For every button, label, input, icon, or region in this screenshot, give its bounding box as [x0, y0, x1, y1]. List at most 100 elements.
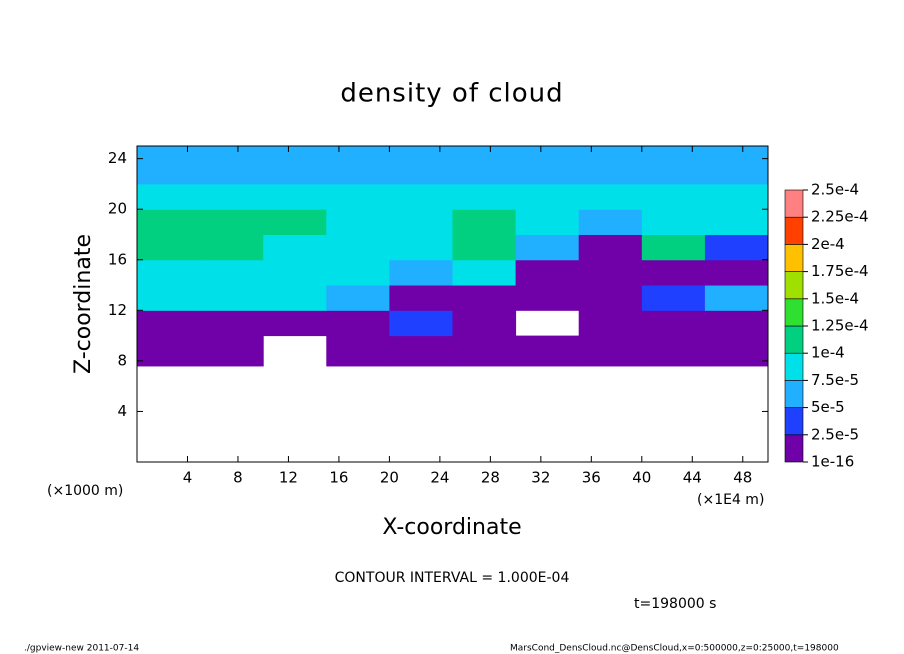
heat-cell [263, 209, 327, 235]
colorbar-box [784, 271, 804, 300]
heat-cell [200, 146, 264, 185]
heat-cell [452, 285, 517, 311]
x-tick-label: 48 [733, 469, 752, 487]
colorbar-box [784, 298, 804, 327]
heat-cell [326, 209, 390, 235]
heat-cell [578, 183, 643, 210]
heat-cell [200, 259, 264, 286]
heat-cell [326, 183, 390, 210]
colorbar-box [784, 380, 804, 408]
heat-cell [389, 183, 453, 210]
heat-cell [137, 259, 201, 286]
x-tick-label: 20 [380, 469, 399, 487]
colorbar-box [784, 434, 804, 463]
heat-cell [452, 310, 517, 337]
time-note: t=198000 s [634, 596, 716, 612]
heat-cell [704, 310, 769, 337]
heat-cell [326, 285, 390, 311]
colorbar-label: 7.5e-5 [811, 371, 859, 389]
heat-cell [578, 209, 643, 235]
heat-cell [641, 335, 706, 367]
heat-cell [704, 146, 769, 185]
heat-cell [200, 310, 264, 337]
colorbar-label: 2e-4 [811, 235, 845, 253]
y-unit: (×1000 m) [47, 483, 123, 499]
heat-cell [137, 234, 201, 261]
colorbar-label: 2.5e-4 [811, 181, 859, 199]
heat-cell [263, 146, 327, 185]
heat-cell [200, 209, 264, 235]
heat-cell [326, 234, 390, 261]
colorbar-box [784, 216, 804, 245]
x-tick-label: 4 [183, 469, 193, 487]
footer-left: ./gpview-new 2011-07-14 [24, 644, 139, 654]
heat-cell [137, 285, 201, 311]
x-tick-label: 12 [279, 469, 298, 487]
y-tick-label: 4 [117, 402, 127, 420]
heat-cell [326, 310, 390, 337]
contour-note: CONTOUR INTERVAL = 1.000E-04 [335, 570, 570, 586]
heat-cell [452, 183, 517, 210]
colorbar-label: 1e-16 [811, 453, 854, 471]
x-tick-label: 24 [430, 469, 449, 487]
colorbar-label: 1.75e-4 [811, 262, 869, 280]
heat-cell [578, 146, 643, 185]
y-axis-label: Z-coordinate [71, 234, 96, 374]
heat-cell [263, 183, 327, 210]
colorbar-label: 1.25e-4 [811, 317, 869, 335]
heat-cell [200, 335, 264, 367]
heat-cell [452, 234, 517, 261]
plot-frame [136, 145, 769, 463]
heat-cell [452, 335, 517, 367]
heat-cell [704, 285, 769, 311]
heat-cell [704, 209, 769, 235]
colorbar-label: 2.25e-4 [811, 208, 869, 226]
heat-cell [704, 335, 769, 367]
heat-cell [137, 146, 201, 185]
x-tick-label: 40 [632, 469, 651, 487]
colorbar-box [784, 407, 804, 436]
heat-cell [200, 234, 264, 261]
colorbar-box [784, 352, 804, 381]
heat-cell [641, 285, 706, 311]
heat-cell [389, 259, 453, 286]
heat-cell [641, 234, 706, 261]
x-unit: (×1E4 m) [697, 492, 764, 508]
heat-cell [515, 146, 580, 185]
heat-cell [515, 285, 580, 311]
heat-cell [515, 209, 580, 235]
heat-cell [578, 310, 643, 337]
heat-cell [515, 234, 580, 261]
x-tick-label: 8 [233, 469, 243, 487]
y-tick-label: 12 [108, 301, 127, 319]
y-tick-label: 8 [117, 351, 127, 369]
heat-cell [704, 183, 769, 210]
x-tick-label: 44 [683, 469, 702, 487]
heat-cell [578, 285, 643, 311]
colorbar-box [784, 189, 804, 218]
heat-cell [326, 146, 390, 185]
y-tick-label: 24 [108, 149, 127, 167]
heat-cell [452, 146, 517, 185]
heat-cell [452, 209, 517, 235]
heat-cell [515, 183, 580, 210]
heat-cell [263, 285, 327, 311]
heat-cell [389, 310, 453, 337]
heat-cell [641, 146, 706, 185]
heat-cell [389, 209, 453, 235]
heat-cell [326, 259, 390, 286]
heat-cell [515, 259, 580, 286]
heat-cell [452, 259, 517, 286]
x-tick-label: 36 [582, 469, 601, 487]
heat-cell [200, 285, 264, 311]
y-tick-label: 16 [108, 250, 127, 268]
heat-cell [263, 234, 327, 261]
heat-cell [137, 310, 201, 337]
colorbar-box [784, 325, 804, 354]
footer-right: MarsCond_DensCloud.nc@DensCloud,x=0:5000… [510, 644, 839, 654]
x-axis-label: X-coordinate [382, 515, 521, 540]
heat-cell [515, 335, 580, 367]
heat-cell [263, 259, 327, 286]
heat-cell [200, 183, 264, 210]
